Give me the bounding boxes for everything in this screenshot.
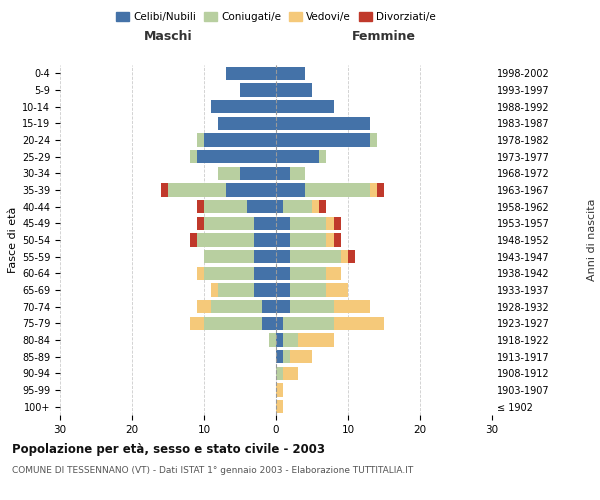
Bar bbox=[290, 234, 326, 246]
Bar bbox=[276, 134, 370, 146]
Bar bbox=[254, 234, 276, 246]
Bar bbox=[218, 116, 276, 130]
Text: COMUNE DI TESSENNANO (VT) - Dati ISTAT 1° gennaio 2003 - Elaborazione TUTTITALIA: COMUNE DI TESSENNANO (VT) - Dati ISTAT 1… bbox=[12, 466, 413, 475]
Bar bbox=[247, 200, 276, 213]
Bar bbox=[348, 250, 355, 264]
Bar bbox=[276, 384, 283, 396]
Bar bbox=[283, 334, 298, 346]
Bar bbox=[283, 200, 312, 213]
Y-axis label: Fasce di età: Fasce di età bbox=[8, 207, 18, 273]
Bar bbox=[240, 166, 276, 180]
Bar bbox=[276, 150, 319, 164]
Bar bbox=[262, 300, 276, 314]
Bar bbox=[168, 184, 226, 196]
Bar bbox=[254, 266, 276, 280]
Bar bbox=[269, 334, 276, 346]
Bar bbox=[276, 316, 283, 330]
Bar bbox=[240, 84, 276, 96]
Bar bbox=[197, 300, 211, 314]
Bar bbox=[204, 316, 262, 330]
Bar bbox=[298, 334, 334, 346]
Bar bbox=[341, 250, 348, 264]
Bar bbox=[190, 150, 197, 164]
Text: Anni di nascita: Anni di nascita bbox=[587, 198, 597, 281]
Bar bbox=[276, 250, 290, 264]
Bar bbox=[276, 84, 312, 96]
Bar bbox=[218, 284, 254, 296]
Bar bbox=[276, 116, 370, 130]
Bar bbox=[319, 200, 326, 213]
Bar bbox=[276, 300, 290, 314]
Bar bbox=[334, 316, 384, 330]
Bar bbox=[326, 284, 348, 296]
Bar bbox=[254, 216, 276, 230]
Bar bbox=[204, 200, 247, 213]
Bar bbox=[276, 400, 283, 413]
Bar bbox=[377, 184, 384, 196]
Bar bbox=[197, 266, 204, 280]
Bar bbox=[290, 350, 312, 364]
Bar bbox=[276, 350, 283, 364]
Bar bbox=[262, 316, 276, 330]
Bar bbox=[204, 134, 276, 146]
Bar bbox=[334, 216, 341, 230]
Bar bbox=[276, 200, 283, 213]
Bar bbox=[190, 234, 197, 246]
Text: Maschi: Maschi bbox=[143, 30, 193, 43]
Bar bbox=[319, 150, 326, 164]
Bar bbox=[226, 184, 276, 196]
Bar bbox=[276, 334, 283, 346]
Bar bbox=[218, 166, 240, 180]
Bar bbox=[276, 366, 283, 380]
Bar bbox=[197, 134, 204, 146]
Bar bbox=[276, 284, 290, 296]
Bar bbox=[305, 184, 370, 196]
Bar bbox=[211, 284, 218, 296]
Bar bbox=[211, 100, 276, 114]
Bar bbox=[290, 300, 334, 314]
Legend: Celibi/Nubili, Coniugati/e, Vedovi/e, Divorziati/e: Celibi/Nubili, Coniugati/e, Vedovi/e, Di… bbox=[112, 8, 440, 26]
Bar bbox=[161, 184, 168, 196]
Bar bbox=[290, 166, 305, 180]
Bar bbox=[370, 134, 377, 146]
Bar bbox=[276, 166, 290, 180]
Bar bbox=[254, 250, 276, 264]
Bar bbox=[276, 66, 305, 80]
Bar bbox=[197, 150, 276, 164]
Bar bbox=[334, 234, 341, 246]
Bar bbox=[370, 184, 377, 196]
Bar bbox=[276, 266, 290, 280]
Bar bbox=[283, 316, 334, 330]
Bar bbox=[326, 266, 341, 280]
Bar bbox=[290, 266, 326, 280]
Text: Popolazione per età, sesso e stato civile - 2003: Popolazione per età, sesso e stato civil… bbox=[12, 442, 325, 456]
Bar bbox=[276, 234, 290, 246]
Bar bbox=[334, 300, 370, 314]
Bar bbox=[197, 200, 204, 213]
Bar bbox=[312, 200, 319, 213]
Bar bbox=[226, 66, 276, 80]
Bar bbox=[283, 366, 298, 380]
Bar bbox=[290, 216, 326, 230]
Bar bbox=[197, 216, 204, 230]
Bar bbox=[190, 316, 204, 330]
Bar bbox=[211, 300, 262, 314]
Bar bbox=[326, 216, 334, 230]
Text: Femmine: Femmine bbox=[352, 30, 416, 43]
Bar bbox=[283, 350, 290, 364]
Bar bbox=[290, 250, 341, 264]
Bar bbox=[204, 266, 254, 280]
Bar bbox=[204, 216, 254, 230]
Bar bbox=[204, 250, 254, 264]
Bar bbox=[290, 284, 326, 296]
Bar bbox=[276, 100, 334, 114]
Bar bbox=[326, 234, 334, 246]
Bar bbox=[254, 284, 276, 296]
Bar bbox=[197, 234, 254, 246]
Bar bbox=[276, 216, 290, 230]
Bar bbox=[276, 184, 305, 196]
